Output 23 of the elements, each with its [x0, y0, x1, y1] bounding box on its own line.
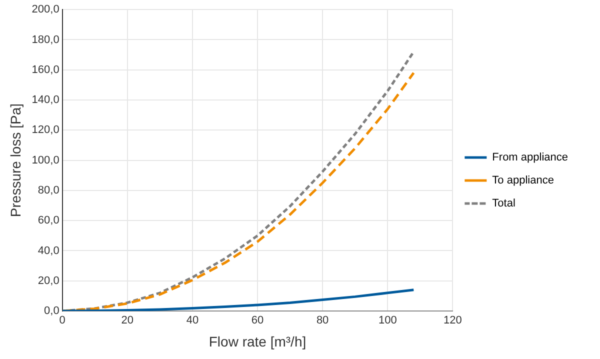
- y-tick-label: 60,0: [38, 214, 60, 227]
- y-tick-label: 160,0: [32, 64, 60, 76]
- y-tick-label: 180,0: [32, 34, 60, 46]
- x-tick-label: 120: [444, 314, 462, 327]
- y-tick-label: 0,0: [44, 305, 60, 318]
- x-tick-label: 100: [378, 314, 397, 327]
- y-tick-label: 120,0: [32, 124, 60, 136]
- legend-label: Total: [492, 198, 516, 210]
- x-tick-label: 0: [59, 314, 66, 327]
- y-tick-label: 20,0: [38, 274, 60, 287]
- x-tick-label: 20: [121, 314, 134, 327]
- y-tick-label: 140,0: [32, 94, 60, 106]
- y-tick-label: 80,0: [38, 184, 60, 196]
- x-tick-label: 60: [251, 314, 264, 327]
- x-tick-label: 40: [186, 314, 199, 327]
- y-axis-title: Pressure loss [Pa]: [7, 103, 24, 218]
- y-tick-label: 40,0: [38, 244, 60, 257]
- legend-label: From appliance: [492, 152, 568, 164]
- y-tick-label: 200,0: [32, 4, 60, 16]
- x-axis-title: Flow rate [m³/h]: [208, 333, 306, 350]
- y-tick-label: 100,0: [32, 154, 60, 166]
- legend-label: To appliance: [492, 174, 554, 187]
- x-tick-label: 80: [316, 314, 329, 327]
